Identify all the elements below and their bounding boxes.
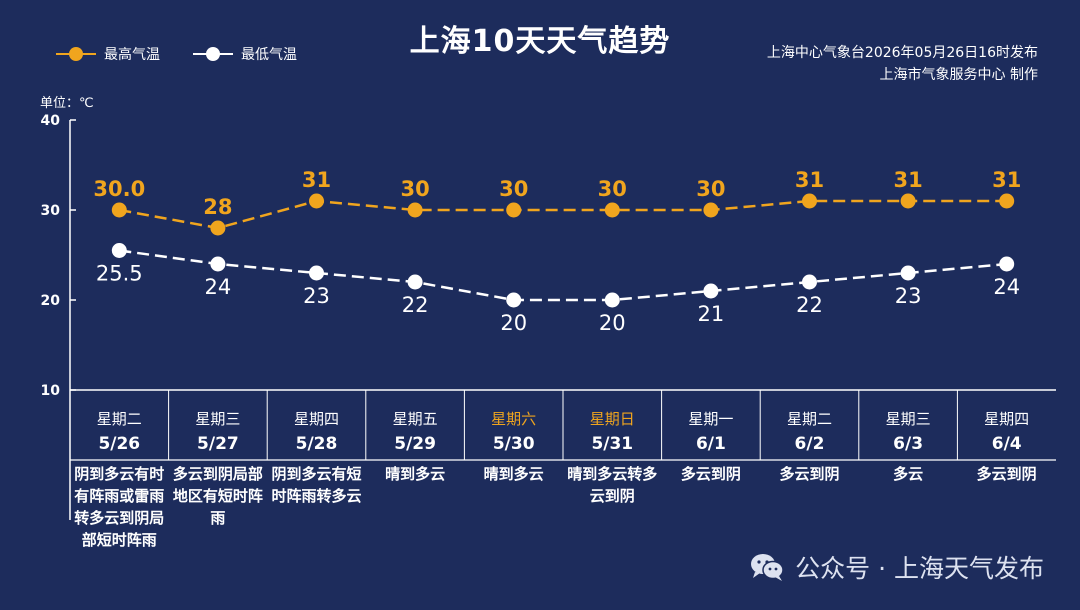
high-temp-point: [900, 193, 916, 209]
low-temp-point: [999, 256, 1015, 272]
date-label: 5/29: [394, 434, 436, 454]
legend-low-label: 最低气温: [241, 47, 297, 63]
legend-low-temp: 最低气温: [193, 44, 297, 64]
low-temp-label: 24: [205, 275, 232, 299]
weekday-label: 星期日: [589, 410, 635, 428]
date-label: 5/27: [197, 434, 239, 454]
low-temp-point: [703, 283, 719, 299]
high-temp-label: 30.0: [93, 177, 145, 201]
chart-title: 上海10天天气趋势: [409, 24, 671, 59]
high-temp-point: [210, 220, 226, 236]
weather-description: 多云: [893, 465, 924, 483]
legend-high-swatch-icon: [56, 47, 96, 61]
low-temp-point: [309, 265, 324, 281]
weekday-label: 星期五: [392, 410, 438, 428]
low-temp-point: [802, 274, 817, 290]
high-temp-label: 31: [893, 168, 922, 192]
low-temp-label: 22: [402, 293, 429, 317]
high-temp-point: [407, 202, 423, 218]
weekday-label: 星期二: [786, 410, 832, 428]
high-temp-label: 31: [302, 168, 331, 192]
high-temp-point: [802, 193, 817, 209]
low-temp-point: [210, 256, 226, 272]
date-label: 5/30: [492, 434, 535, 454]
low-temp-line: [119, 249, 1007, 302]
low-temp-point: [407, 274, 423, 290]
low-temp-label: 24: [993, 275, 1020, 299]
legend-high-label: 最高气温: [104, 47, 160, 63]
high-temp-point: [111, 202, 127, 218]
watermark: 公众号 · 上海天气发布: [749, 549, 1044, 585]
high-temp-label: 30: [499, 177, 528, 201]
y-tick-label: 10: [41, 383, 61, 399]
weather-description: 多云到阴: [680, 465, 741, 483]
weekday-label: 星期三: [885, 410, 931, 428]
low-temp-label: 21: [698, 302, 725, 326]
high-temp-label: 30: [696, 177, 725, 201]
date-label: 6/1: [695, 434, 726, 454]
watermark-text: 公众号 · 上海天气发布: [795, 554, 1044, 583]
high-temp-label: 31: [992, 168, 1021, 192]
weekday-label: 星期一: [688, 410, 734, 428]
high-temp-point: [604, 202, 620, 218]
weekday-label: 星期四: [984, 410, 1030, 428]
low-temp-point: [506, 292, 522, 308]
weather-description: 多云到阴局部地区有短时阵雨: [172, 465, 263, 527]
high-temp-label: 31: [795, 168, 824, 192]
high-temp-point: [309, 193, 324, 209]
date-label: 5/31: [591, 434, 634, 454]
low-temp-point: [111, 243, 127, 258]
y-tick-label: 20: [41, 293, 61, 309]
high-temp-point: [506, 202, 522, 218]
weekday-label: 星期二: [96, 410, 142, 428]
high-temp-label: 30: [598, 177, 627, 201]
weather-description: 多云到阴: [779, 465, 840, 483]
date-label: 6/2: [794, 434, 825, 454]
weekday-label: 星期四: [293, 410, 339, 428]
date-label: 5/28: [295, 434, 338, 454]
y-tick-label: 40: [41, 113, 61, 129]
unit-label: 单位：℃: [40, 96, 94, 111]
legend-low-swatch-icon: [193, 47, 233, 61]
low-temp-label: 22: [796, 293, 823, 317]
wechat-icon: [751, 554, 784, 581]
weather-description: 晴到多云: [385, 465, 446, 483]
weather-description: 阴到多云有短时阵雨转多云: [271, 465, 362, 505]
low-temp-label: 23: [303, 284, 330, 308]
weather-description: 晴到多云转多云到阴: [567, 465, 658, 505]
date-label: 6/3: [893, 434, 924, 454]
y-tick-label: 30: [41, 203, 61, 219]
low-temp-label: 20: [500, 311, 527, 335]
high-temp-line: [119, 199, 1007, 230]
weekday-label: 星期六: [491, 410, 537, 428]
weekday-label: 星期三: [195, 410, 241, 428]
high-temp-label: 28: [203, 195, 232, 219]
date-label: 6/4: [991, 434, 1022, 454]
legend-high-temp: 最高气温: [56, 44, 160, 64]
low-temp-label: 25.5: [96, 262, 143, 286]
issuer-line-1: 上海中心气象台2026年05月26日16时发布: [766, 45, 1038, 61]
weather-description: 晴到多云: [483, 465, 544, 483]
low-temp-label: 23: [895, 284, 922, 308]
low-temp-label: 20: [599, 311, 626, 335]
weather-description: 多云到阴: [976, 465, 1037, 483]
high-temp-point: [999, 193, 1015, 209]
high-temp-point: [703, 202, 719, 218]
high-temp-label: 30: [400, 177, 429, 201]
low-temp-point: [900, 265, 916, 281]
date-label: 5/26: [98, 434, 141, 454]
issuer-line-2: 上海市气象服务中心 制作: [879, 67, 1038, 83]
low-temp-point: [604, 292, 620, 308]
weather-description: 阴到多云有时有阵雨或雷雨转多云到阴局部短时阵雨: [74, 465, 165, 549]
